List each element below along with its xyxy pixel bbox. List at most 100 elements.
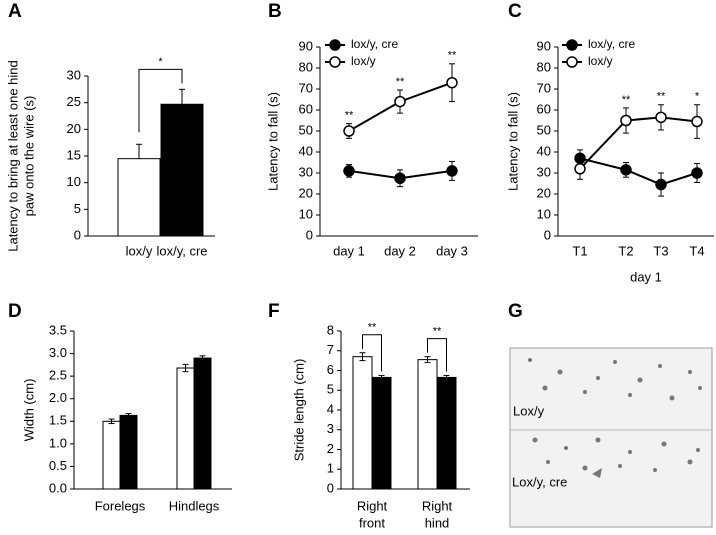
legend-marker	[329, 39, 341, 51]
legend-marker	[566, 56, 578, 68]
chart: C 0 10 20 30 40 50 60 70 80 90 Latency to fall (s) d…	[505, 1, 714, 284]
y-tick-label: 2	[327, 441, 334, 456]
bar	[352, 356, 373, 490]
y-tick-label: 3.0	[49, 345, 67, 360]
y-tick-label: 10	[537, 206, 551, 221]
footprints	[528, 358, 702, 478]
y-axis-label: Latency to fall (s)	[265, 92, 280, 191]
significance-label: *	[695, 91, 700, 103]
y-tick-label: 50	[299, 122, 313, 137]
y-tick-label: 25	[67, 94, 81, 109]
y-tick-label: 70	[299, 80, 313, 95]
y-tick-label: 1	[327, 461, 334, 476]
chart: F 0 1 2 3 4 5 6 7 8 Stride length (cm) Right front Ri…	[268, 301, 470, 530]
y-tick-label: 10	[299, 206, 313, 221]
y-tick-label: 80	[299, 59, 313, 74]
point	[574, 152, 586, 165]
x-tick-label: T3	[653, 243, 668, 258]
x-axis-label: day 1	[630, 269, 662, 284]
significance-label: **	[657, 91, 666, 103]
y-tick-label: 40	[537, 143, 551, 158]
y-tick-label: 10	[67, 174, 81, 189]
chart: A 0 5 10 15 20 25 30 Latency to bring at least o…	[5, 1, 215, 258]
y-axis-label: Latency to fall (s)	[505, 92, 520, 191]
bar	[117, 158, 161, 237]
y-tick-label: 0	[306, 227, 313, 242]
point	[574, 163, 586, 175]
photo: Lox/y Lox/y, cre G	[508, 301, 713, 528]
bar	[193, 357, 212, 490]
x-tick-label: day 2	[384, 243, 416, 258]
chart: D 0.0 0.5 1.0 1.5 2.0 2.5 3.0 3.5 Width (cm) Forel…	[8, 301, 232, 513]
y-tick-label: 0.5	[49, 458, 67, 473]
y-tick-label: 40	[299, 143, 313, 158]
y-tick-label: 20	[299, 185, 313, 200]
panel-letter: C	[508, 1, 522, 22]
y-axis-label: paw onto the wire (s)	[21, 96, 36, 217]
significance-label: **	[448, 50, 457, 62]
y-tick-label: 2.5	[49, 368, 67, 383]
y-tick-label: 90	[537, 38, 551, 53]
legend-marker	[566, 39, 578, 51]
y-tick-label: 6	[327, 362, 334, 377]
photo-label: Lox/y	[513, 403, 545, 418]
point	[655, 111, 667, 124]
y-tick-label: 30	[299, 164, 313, 179]
panel-letter: D	[8, 301, 22, 322]
y-tick-label: 50	[537, 122, 551, 137]
y-tick-label: 1.0	[49, 435, 67, 450]
x-tick-label: lox/y	[126, 243, 153, 258]
y-tick-label: 20	[537, 185, 551, 200]
y-tick-label: 3	[327, 421, 334, 436]
y-tick-label: 8	[327, 322, 334, 337]
point	[620, 164, 632, 176]
y-tick-label: 0	[327, 480, 334, 495]
point	[446, 165, 458, 177]
photo-frame	[509, 347, 713, 528]
y-tick-label: 5	[327, 382, 334, 397]
y-tick-label: 70	[537, 80, 551, 95]
y-axis-label: Stride length (cm)	[291, 359, 306, 462]
photo-label: Lox/y, cre	[512, 474, 567, 489]
x-tick-label: Forelegs	[95, 498, 146, 513]
panel-letter: A	[8, 1, 22, 22]
x-tick-label: Right	[357, 498, 388, 513]
y-tick-label: 5	[74, 201, 81, 216]
point	[394, 95, 406, 108]
x-tick-label: Right	[422, 498, 453, 513]
point	[620, 114, 632, 127]
y-axis-label: Width (cm)	[21, 379, 36, 442]
x-tick-label: hind	[425, 515, 450, 530]
y-tick-label: 4	[327, 401, 334, 416]
y-tick-label: 30	[537, 164, 551, 179]
chart: B 0 10 20 30 40 50 60 70 80 90 Latency to fall (s) d…	[265, 1, 478, 258]
legend-label: lox/y	[351, 54, 376, 68]
y-tick-label: 80	[537, 59, 551, 74]
significance-bracket	[362, 334, 382, 372]
y-tick-label: 7	[327, 342, 334, 357]
panel-letter: G	[508, 301, 523, 322]
significance-bracket	[138, 68, 183, 133]
significance-label: *	[158, 56, 163, 68]
point	[394, 172, 406, 184]
x-tick-label: front	[359, 515, 385, 530]
legend-marker	[329, 56, 341, 68]
x-tick-label: T1	[572, 243, 587, 258]
x-tick-label: T2	[618, 243, 633, 258]
bar	[176, 367, 195, 490]
y-tick-label: 90	[299, 38, 313, 53]
legend-label: lox/y	[588, 54, 613, 68]
significance-bracket	[427, 338, 447, 372]
bar	[417, 359, 438, 490]
y-tick-label: 0.0	[49, 480, 67, 495]
bar	[371, 376, 392, 490]
x-tick-label: day 3	[436, 243, 468, 258]
x-tick-label: day 1	[333, 243, 365, 258]
point	[446, 76, 458, 89]
significance-label: **	[396, 76, 405, 88]
y-tick-label: 0	[74, 227, 81, 242]
series-line	[579, 116, 698, 170]
point	[343, 125, 355, 137]
significance-label: **	[433, 326, 442, 338]
